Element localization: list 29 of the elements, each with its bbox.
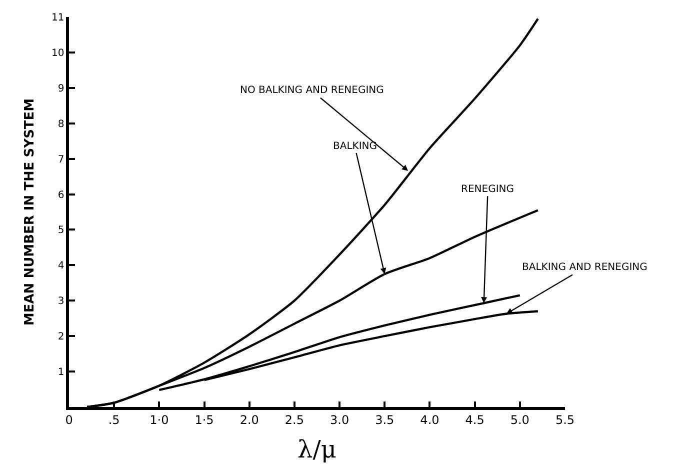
x-tick-label: 4.5 xyxy=(465,413,484,428)
x-tick-label: 3.5 xyxy=(375,413,394,428)
x-tick-label: 2.0 xyxy=(240,413,259,428)
x-tick-label: 4.0 xyxy=(420,413,440,428)
y-axis-title: MEAN NUMBER IN THE SYSTEM xyxy=(22,98,38,326)
x-tick-label: 0 xyxy=(65,413,73,428)
x-tick-label: 1·0 xyxy=(150,413,169,428)
annotation: RENEGING xyxy=(461,184,514,195)
y-tick-label: 11 xyxy=(52,12,64,24)
y-tick-label: 9 xyxy=(58,83,64,94)
y-tick-label: 1 xyxy=(58,367,64,378)
x-tick-label: 3.0 xyxy=(330,413,350,428)
annotation: BALKING xyxy=(333,141,378,152)
x-tick-label: 5.0 xyxy=(510,413,530,428)
y-tick-label: 6 xyxy=(58,190,64,201)
annotation: BALKING AND RENEGING xyxy=(522,262,648,273)
y-tick-label: 8 xyxy=(58,118,64,130)
y-tick-label: 3 xyxy=(58,296,64,308)
y-tick-label: 10 xyxy=(52,48,64,59)
y-tick-label: 2 xyxy=(58,332,64,343)
annotation: NO BALKING AND RENEGING xyxy=(240,85,384,96)
x-tick-label: .5 xyxy=(108,413,120,428)
x-tick-label: 1·5 xyxy=(194,413,214,428)
y-tick-label: 5 xyxy=(58,225,64,236)
x-axis-title: λ/μ xyxy=(298,435,336,464)
y-tick-label: 7 xyxy=(58,154,64,166)
x-tick-label: 5.5 xyxy=(555,413,575,428)
y-tick-label: 4 xyxy=(58,260,64,272)
x-tick-label: 2.5 xyxy=(284,413,304,428)
